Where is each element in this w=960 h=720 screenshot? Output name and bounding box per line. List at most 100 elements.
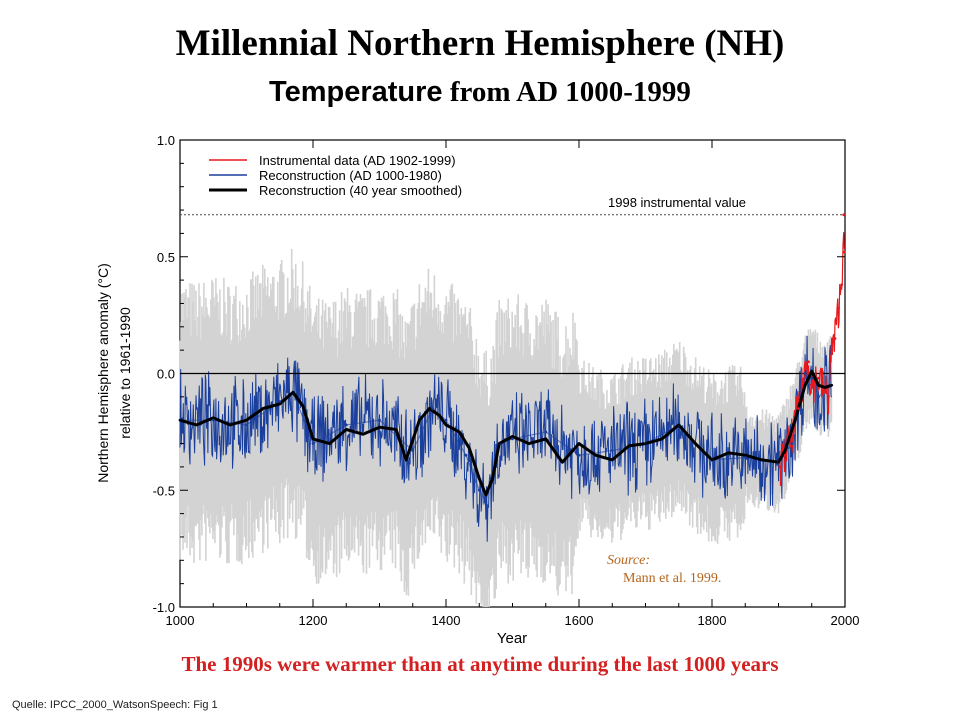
smoothed-point xyxy=(261,407,265,410)
page-title: Millennial Northern Hemisphere (NH) xyxy=(175,23,785,64)
reconstruction-point xyxy=(211,418,215,422)
y-axis-label-line1: Northern Hemisphere anomaly (°C) xyxy=(95,263,111,483)
reference-line-label: 1998 instrumental value xyxy=(608,195,746,210)
series-layer xyxy=(178,213,846,504)
smoothed-point xyxy=(830,383,833,387)
subtitle-part-b: from AD 1000-1999 xyxy=(442,76,691,108)
smoothed-point xyxy=(484,493,488,497)
smoothed-point xyxy=(345,428,348,431)
smoothed-point xyxy=(793,419,797,422)
smoothed-point xyxy=(301,404,305,408)
reconstruction-point xyxy=(511,437,514,441)
instrumental-point xyxy=(823,390,827,394)
smoothed-point xyxy=(468,447,471,450)
smoothed-point xyxy=(594,454,597,457)
instrumental-point xyxy=(778,465,782,469)
smoothed-point xyxy=(195,423,198,427)
legend-label: Reconstruction (40 year smoothed) xyxy=(259,183,462,198)
smoothed-point xyxy=(777,461,780,464)
instrumental-point xyxy=(842,213,846,217)
smoothed-point xyxy=(491,477,494,480)
source-label: Source: xyxy=(607,553,650,568)
x-tick-label: 1400 xyxy=(432,613,461,628)
reconstruction-point xyxy=(278,400,282,403)
y-tick-label: 0.5 xyxy=(157,250,175,265)
reconstruction-point xyxy=(344,423,348,427)
smoothed-point xyxy=(328,442,331,445)
smoothed-point xyxy=(394,428,398,431)
smoothed-point xyxy=(727,451,730,455)
smoothed-point xyxy=(511,435,514,438)
smoothed-point xyxy=(228,423,232,427)
smoothed-point xyxy=(438,414,441,417)
smoothed-point xyxy=(810,369,813,373)
smoothed-point xyxy=(418,419,421,422)
instrumental-point xyxy=(797,407,800,410)
x-tick-label: 1800 xyxy=(698,613,727,628)
smoothed-point xyxy=(817,383,820,387)
page-subtitle: Temperature from AD 1000-1999 xyxy=(0,76,960,109)
smoothed-point xyxy=(644,442,647,445)
x-axis-label: Year xyxy=(497,630,527,647)
reconstruction-point xyxy=(544,430,548,434)
instrumental-point xyxy=(803,367,807,371)
smoothed-point xyxy=(660,437,664,441)
x-tick-label: 1200 xyxy=(299,613,328,628)
y-tick-label: 1.0 xyxy=(157,133,175,148)
reconstruction-point xyxy=(803,372,807,375)
smoothed-point xyxy=(561,461,564,464)
smoothed-point xyxy=(627,444,631,448)
legend-label: Reconstruction (AD 1000-1980) xyxy=(259,168,442,183)
y-tick-label: 0.0 xyxy=(157,367,175,382)
x-tick-label: 2000 xyxy=(831,613,860,628)
smoothed-line xyxy=(179,369,833,497)
smoothed-point xyxy=(744,454,747,457)
smoothed-point xyxy=(428,407,431,410)
legend-label: Instrumental data (AD 1902-1999) xyxy=(259,153,456,168)
y-axis-label-line2: relative to 1961-1990 xyxy=(117,307,133,439)
temperature-chart: 1000 1200 1400 1600 1800 2000 1.0 0.5 0.0 -0.5 -1.… xyxy=(95,133,860,647)
reconstruction-point xyxy=(311,442,315,445)
smoothed-point xyxy=(478,477,481,480)
smoothed-point xyxy=(823,386,827,389)
smoothed-point xyxy=(611,458,614,462)
smoothed-point xyxy=(498,442,501,445)
instrumental-point xyxy=(817,376,820,380)
smoothed-point xyxy=(527,442,531,445)
smoothed-point xyxy=(212,416,215,420)
reconstruction-point xyxy=(477,488,481,492)
smoothed-point xyxy=(677,423,680,427)
smoothed-point xyxy=(577,442,581,445)
reconstruction-point xyxy=(610,449,614,452)
smoothed-point xyxy=(361,433,365,436)
reconstruction-point xyxy=(378,418,381,422)
reconstruction-point xyxy=(810,376,814,380)
smoothed-point xyxy=(278,402,281,406)
smoothed-point xyxy=(694,442,697,445)
instrumental-point xyxy=(840,283,844,287)
reconstruction-point xyxy=(245,423,248,427)
smoothed-point xyxy=(544,437,547,441)
y-tick-label: -0.5 xyxy=(153,483,175,498)
instrumental-point xyxy=(833,337,837,340)
instrumental-point xyxy=(836,306,840,310)
reconstruction-point xyxy=(790,442,794,445)
instrumental-point xyxy=(783,453,787,457)
instrumental-point xyxy=(810,383,814,387)
axis-layer: 1000 1200 1400 1600 1800 2000 1.0 0.5 0.0 -0.5 -1.… xyxy=(153,133,860,628)
caption: The 1990s were warmer than at anytime du… xyxy=(181,652,779,676)
smoothed-point xyxy=(803,383,807,387)
smoothed-point xyxy=(710,458,714,462)
x-tick-label: 1000 xyxy=(166,613,195,628)
smoothed-point xyxy=(783,449,787,452)
smoothed-point xyxy=(311,437,315,441)
smoothed-point xyxy=(404,458,408,462)
instrumental-point xyxy=(790,437,794,441)
legend: Instrumental data (AD 1902-1999)Reconstr… xyxy=(209,153,462,198)
reconstruction-point xyxy=(444,418,448,422)
x-tick-label: 1600 xyxy=(565,613,594,628)
smoothed-point xyxy=(444,423,448,427)
reconstruction-point xyxy=(577,453,581,457)
source-footnote: Quelle: IPCC_2000_WatsonSpeech: Fig 1 xyxy=(12,699,218,711)
instrumental-point xyxy=(826,395,830,399)
